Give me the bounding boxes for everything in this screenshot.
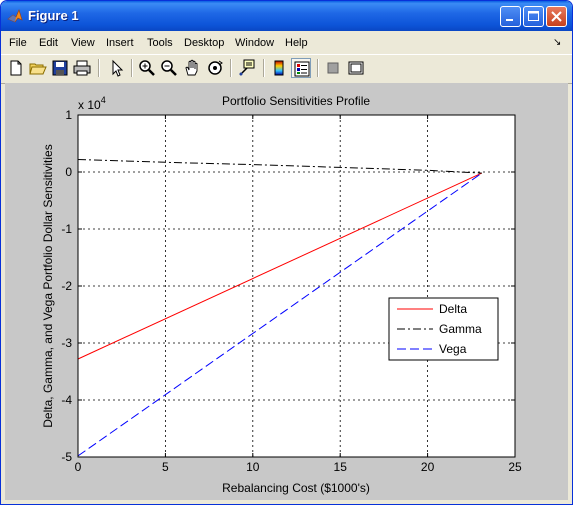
menu-view[interactable]: View xyxy=(71,37,95,49)
zoom-out-icon xyxy=(161,60,177,76)
window-title: Figure 1 xyxy=(28,8,79,23)
data-cursor-icon xyxy=(239,59,255,76)
legend-label-vega: Vega xyxy=(439,342,467,356)
y-tick-label: 1 xyxy=(65,108,72,122)
series-layer xyxy=(77,159,483,457)
x-tick-label: 15 xyxy=(334,460,348,474)
print-button[interactable] xyxy=(72,58,92,78)
line-chart: 0 5 10 15 20 25 -5 -4 -3 -2 -1 0 1 Portfolio Sensiti… xyxy=(41,94,522,495)
pointer-icon xyxy=(112,59,124,77)
minimize-button[interactable] xyxy=(500,6,521,27)
close-icon xyxy=(551,11,562,22)
rotate-button[interactable] xyxy=(205,58,225,78)
figure-canvas: 0 5 10 15 20 25 -5 -4 -3 -2 -1 0 1 Portfolio Sensiti… xyxy=(5,83,568,500)
insert-legend-button[interactable] xyxy=(291,58,311,78)
exponent-base: x 10 xyxy=(78,98,101,112)
menu-insert[interactable]: Insert xyxy=(106,37,134,49)
maximize-button[interactable] xyxy=(523,6,544,27)
axis-ticks: 0 5 10 15 20 25 -5 -4 -3 -2 -1 0 1 xyxy=(61,108,522,474)
zoom-in-icon xyxy=(139,60,155,76)
x-tick-label: 20 xyxy=(421,460,435,474)
new-file-icon xyxy=(10,60,22,76)
open-file-button[interactable] xyxy=(28,58,48,78)
edit-plot-button[interactable] xyxy=(107,58,127,78)
y-tick-label: -4 xyxy=(61,393,72,407)
menu-help[interactable]: Help xyxy=(285,37,308,49)
zoom-out-button[interactable] xyxy=(159,58,179,78)
chart-title: Portfolio Sensitivities Profile xyxy=(222,94,370,108)
series-line-delta xyxy=(77,172,483,360)
hide-plot-tools-icon xyxy=(327,62,339,74)
dock-arrow-icon[interactable]: ↘ xyxy=(553,37,562,48)
pan-hand-icon xyxy=(185,59,198,76)
show-plot-tools-icon xyxy=(348,61,364,75)
menu-desktop[interactable]: Desktop xyxy=(184,37,225,49)
x-tick-label: 5 xyxy=(162,460,169,474)
exponent-label: x 104 xyxy=(78,95,106,112)
legend-label-delta: Delta xyxy=(439,302,467,316)
y-tick-label: -1 xyxy=(61,222,72,236)
menu-file[interactable]: File xyxy=(9,37,27,49)
exponent-power: 4 xyxy=(101,95,106,105)
y-tick-label: 0 xyxy=(65,165,72,179)
data-cursor-button[interactable] xyxy=(237,58,257,78)
series-line-vega xyxy=(77,172,483,457)
rotate-3d-icon xyxy=(208,60,223,75)
minimize-icon xyxy=(506,19,513,21)
zoom-in-button[interactable] xyxy=(137,58,157,78)
y-axis-label: Delta, Gamma, and Vega Portfolio Dollar … xyxy=(41,144,55,427)
series-line-gamma xyxy=(77,159,482,174)
maximize-icon xyxy=(528,11,539,21)
y-tick-label: -2 xyxy=(61,279,72,293)
open-folder-icon xyxy=(29,63,47,75)
new-file-button[interactable] xyxy=(6,58,26,78)
legend-box xyxy=(388,297,499,361)
menu-tools[interactable]: Tools xyxy=(147,37,173,49)
save-icon xyxy=(52,60,68,76)
grid-lines xyxy=(78,115,515,457)
pan-button[interactable] xyxy=(182,58,202,78)
y-tick-label: -5 xyxy=(61,450,72,464)
legend-label-gamma: Gamma xyxy=(439,322,482,336)
x-axis-label: Rebalancing Cost ($1000's) xyxy=(222,481,370,495)
plot-area xyxy=(77,114,516,458)
menu-window[interactable]: Window xyxy=(235,37,275,49)
show-plot-tools-button[interactable] xyxy=(346,58,366,78)
menu-edit[interactable]: Edit xyxy=(39,37,58,49)
menu-bar: File Edit View Insert Tools Desktop Wind… xyxy=(1,32,572,54)
close-button[interactable] xyxy=(546,6,567,27)
matlab-icon xyxy=(7,9,23,23)
hide-plot-tools-button[interactable] xyxy=(323,58,343,78)
figure-toolbar xyxy=(1,54,572,84)
x-tick-label: 25 xyxy=(508,460,522,474)
print-icon xyxy=(73,60,91,76)
x-tick-label: 10 xyxy=(246,460,260,474)
colorbar-icon xyxy=(274,60,284,76)
legend-icon xyxy=(294,61,310,77)
save-button[interactable] xyxy=(50,58,70,78)
insert-colorbar-button[interactable] xyxy=(269,58,289,78)
x-tick-label: 0 xyxy=(75,460,82,474)
y-tick-label: -3 xyxy=(61,336,72,350)
legend[interactable]: Delta Gamma Vega xyxy=(388,297,499,361)
title-bar[interactable]: Figure 1 xyxy=(1,1,572,31)
